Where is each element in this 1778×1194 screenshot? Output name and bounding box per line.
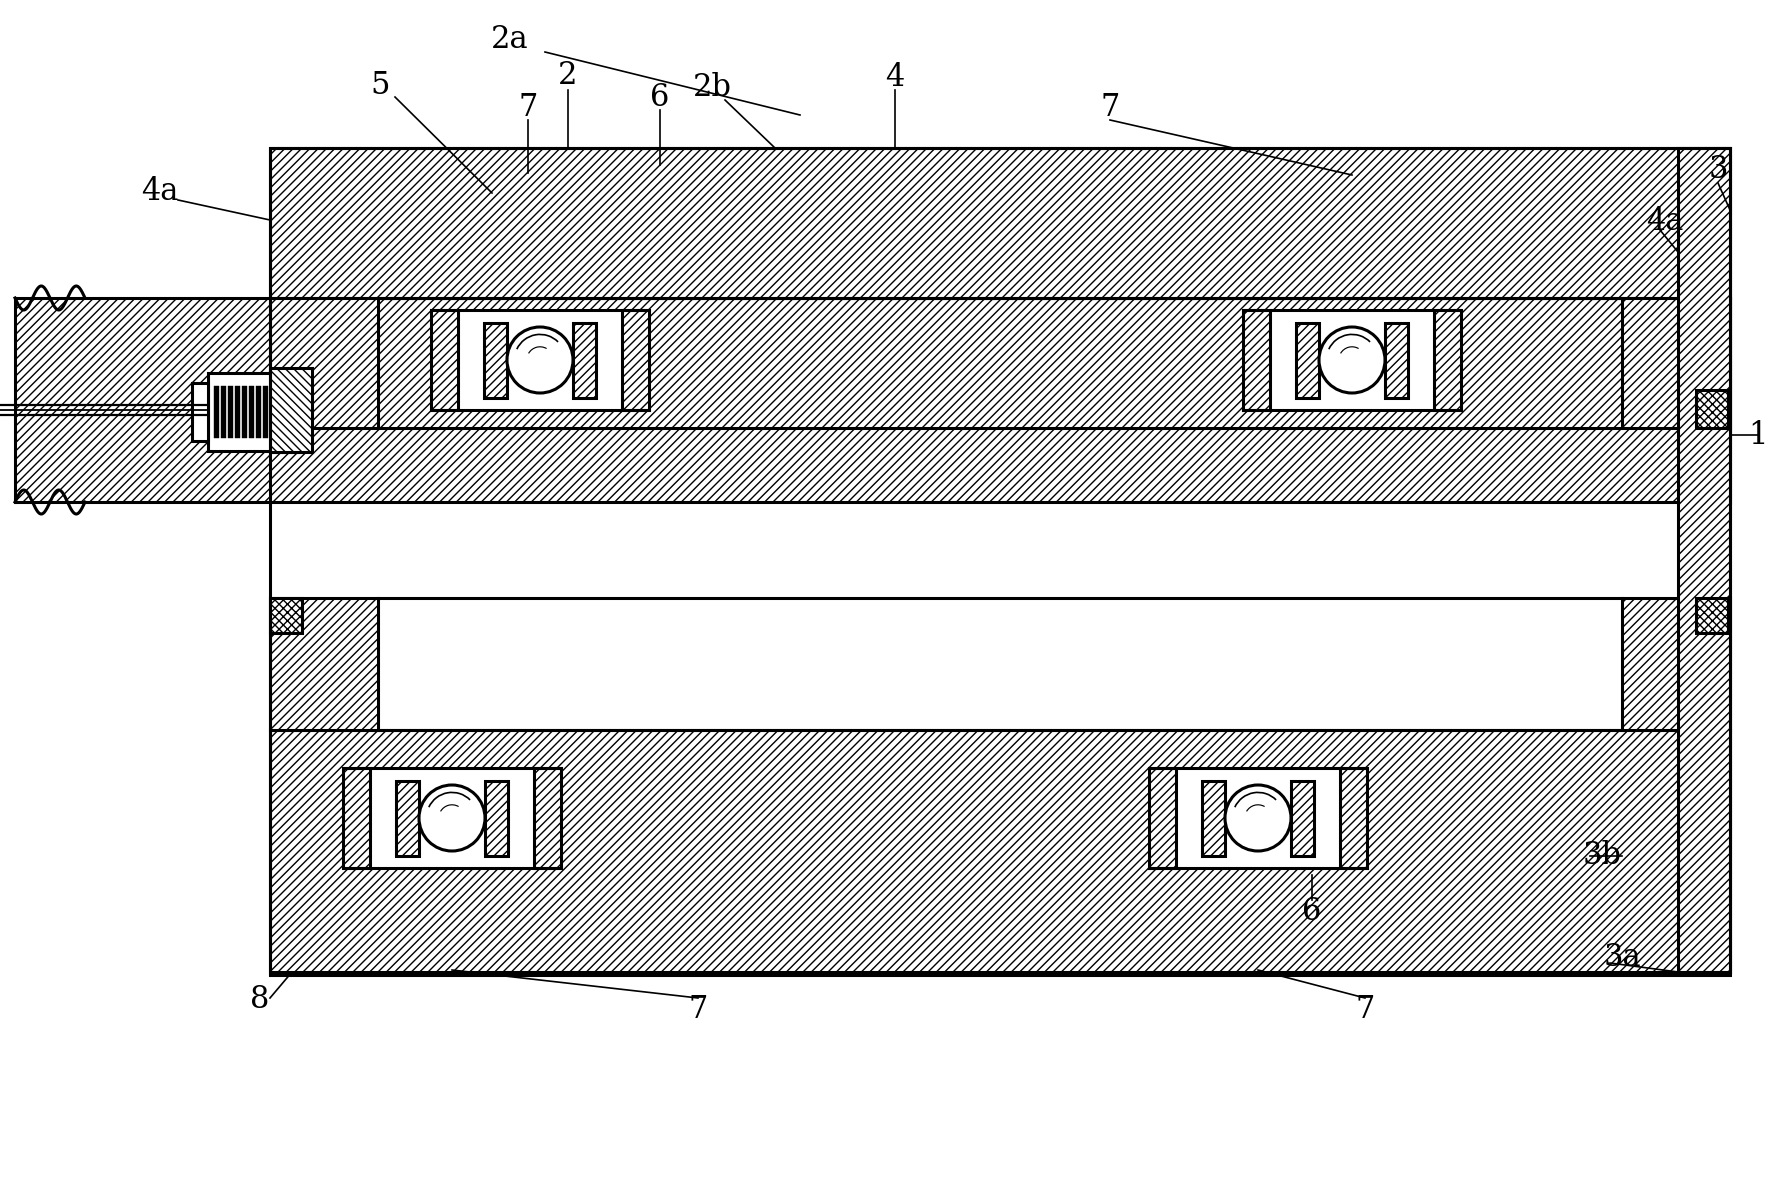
Bar bbox=[249, 386, 254, 438]
Text: 4: 4 bbox=[885, 62, 905, 93]
Bar bbox=[1149, 768, 1175, 868]
Bar bbox=[270, 148, 1730, 298]
Bar bbox=[1269, 310, 1435, 410]
Bar bbox=[370, 768, 533, 868]
Bar bbox=[379, 598, 1622, 730]
Bar bbox=[256, 386, 261, 438]
Bar bbox=[1175, 768, 1341, 868]
Bar bbox=[1202, 781, 1225, 856]
Bar bbox=[235, 386, 240, 438]
Bar bbox=[0, 283, 14, 517]
Text: 5: 5 bbox=[370, 69, 389, 100]
Bar bbox=[396, 781, 420, 856]
Bar bbox=[485, 781, 509, 856]
Circle shape bbox=[420, 784, 485, 851]
Bar bbox=[1678, 148, 1730, 972]
Text: 4a: 4a bbox=[140, 177, 178, 208]
Text: 1: 1 bbox=[1748, 419, 1767, 450]
Bar bbox=[228, 386, 233, 438]
Text: 4a: 4a bbox=[1646, 207, 1684, 238]
Text: 7: 7 bbox=[688, 995, 708, 1026]
Bar bbox=[573, 324, 596, 398]
Bar bbox=[270, 730, 1730, 975]
Text: 7: 7 bbox=[1101, 92, 1120, 123]
Bar bbox=[242, 386, 247, 438]
Bar bbox=[430, 310, 459, 410]
Bar bbox=[1296, 324, 1319, 398]
Bar bbox=[263, 386, 268, 438]
Bar bbox=[1622, 598, 1730, 730]
Bar bbox=[270, 298, 379, 427]
Text: 8: 8 bbox=[251, 985, 270, 1016]
Text: 6: 6 bbox=[651, 82, 670, 113]
Text: 7: 7 bbox=[519, 92, 537, 123]
Bar bbox=[270, 368, 311, 453]
Text: 7: 7 bbox=[1355, 995, 1374, 1026]
Bar bbox=[1696, 598, 1728, 633]
Bar bbox=[0, 298, 1730, 501]
Bar bbox=[379, 298, 1622, 427]
Bar bbox=[533, 768, 562, 868]
Text: 2a: 2a bbox=[491, 25, 528, 55]
Circle shape bbox=[1319, 327, 1385, 393]
Bar bbox=[1243, 310, 1269, 410]
Bar bbox=[270, 420, 302, 453]
Circle shape bbox=[1225, 784, 1291, 851]
Bar bbox=[1696, 390, 1728, 427]
Bar bbox=[270, 598, 302, 633]
Text: 2b: 2b bbox=[692, 73, 731, 104]
Text: 6: 6 bbox=[1301, 897, 1321, 928]
Text: 3: 3 bbox=[1709, 154, 1728, 185]
Text: 2: 2 bbox=[558, 60, 578, 91]
Bar bbox=[270, 598, 379, 730]
Circle shape bbox=[507, 327, 573, 393]
Bar bbox=[484, 324, 507, 398]
Text: 3b: 3b bbox=[1582, 841, 1622, 872]
Bar bbox=[459, 310, 622, 410]
Bar bbox=[343, 768, 370, 868]
Bar bbox=[1435, 310, 1462, 410]
Bar bbox=[622, 310, 649, 410]
Bar bbox=[220, 386, 226, 438]
Bar bbox=[1385, 324, 1408, 398]
Bar bbox=[213, 386, 219, 438]
Bar bbox=[208, 373, 274, 451]
Bar bbox=[1291, 781, 1314, 856]
Bar bbox=[1341, 768, 1367, 868]
Bar bbox=[192, 383, 208, 441]
Text: 3a: 3a bbox=[1604, 942, 1641, 973]
Bar bbox=[270, 148, 1730, 972]
Bar bbox=[1622, 298, 1730, 427]
